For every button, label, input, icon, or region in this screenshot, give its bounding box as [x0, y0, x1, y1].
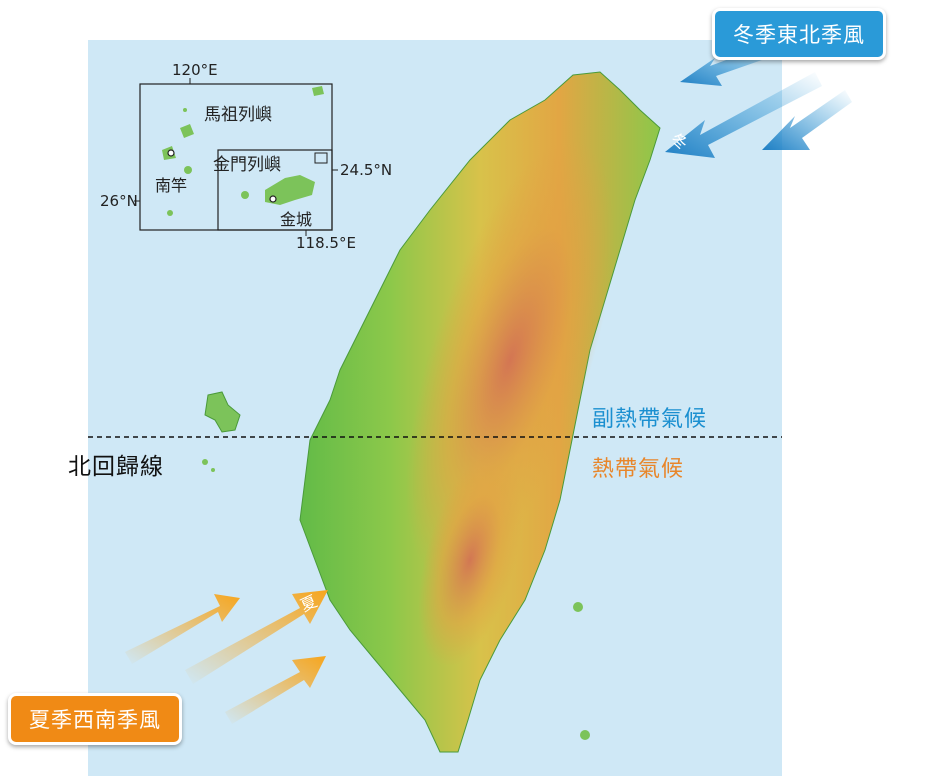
summer-monsoon-badge: 夏季西南季風	[8, 693, 182, 745]
kinmen-label: 金門列嶼	[213, 155, 281, 175]
lon-120-label: 120°E	[172, 61, 218, 79]
lat-24-5-label: 24.5°N	[340, 161, 393, 179]
jincheng-marker	[269, 195, 277, 203]
inset-small-box	[314, 152, 328, 164]
matsu-islet	[312, 86, 324, 96]
winter-monsoon-badge: 冬季東北季風	[712, 8, 886, 60]
matsu-islet	[183, 108, 187, 112]
islet	[573, 602, 583, 612]
winter-wind-arrow	[665, 72, 822, 158]
islet	[580, 730, 590, 740]
matsu-label: 馬祖列嶼	[204, 105, 272, 125]
penghu-islands	[204, 391, 241, 433]
kinmen-islet	[241, 191, 249, 199]
summer-wind-arrow	[185, 590, 328, 684]
matsu-islet	[167, 210, 173, 216]
inset-kinmen-box	[217, 149, 333, 231]
tropic-of-cancer-label: 北回歸線	[68, 454, 164, 480]
subtropical-climate-label: 副熱帶氣候	[592, 407, 708, 432]
matsu-islet	[184, 166, 192, 174]
penghu-islet	[202, 459, 208, 465]
jincheng-label: 金城	[280, 210, 313, 229]
summer-wind-arrow	[225, 656, 326, 724]
lat-26-label: 26°N	[100, 192, 138, 210]
southern-range	[418, 453, 522, 667]
penghu-islet	[211, 468, 215, 472]
matsu-islet	[180, 124, 194, 138]
summer-wind-arrow	[125, 594, 240, 664]
central-range	[405, 139, 615, 581]
lon-118-5-label: 118.5°E	[296, 234, 356, 252]
winter-wind-arrow	[762, 90, 852, 150]
nangan-marker	[167, 149, 175, 157]
tropical-climate-label: 熱帶氣候	[592, 457, 685, 482]
nangan-label: 南竿	[155, 176, 188, 195]
kinmen-island	[265, 175, 315, 205]
